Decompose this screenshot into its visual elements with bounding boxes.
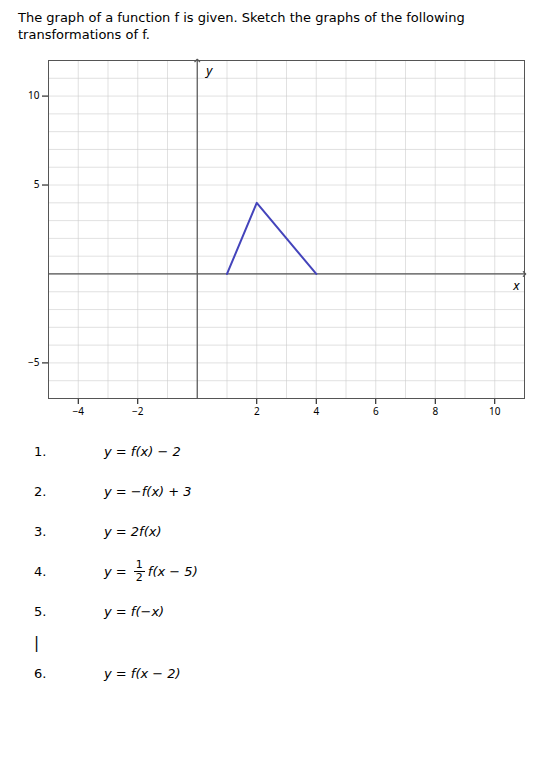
html-text:3.: 3. (34, 524, 47, 540)
html-text:5.: 5. (34, 604, 47, 620)
html-text:y = 2f(x): y = 2f(x) (104, 524, 162, 540)
html-text:4.: 4. (34, 564, 47, 580)
svg-text:y: y (204, 60, 213, 78)
html-text:2.: 2. (34, 484, 47, 500)
html-text:The graph of a function f is g: The graph of a function f is given. Sket… (18, 10, 465, 42)
html-text:y = f(x) − 2: y = f(x) − 2 (104, 444, 181, 460)
svg-text:8: 8 (432, 403, 438, 417)
html-text:y = f(x − 2): y = f(x − 2) (104, 666, 181, 682)
svg-text:5: 5 (34, 177, 40, 191)
svg-text:6: 6 (373, 403, 379, 417)
html-text:y = 1: y = 1 (104, 558, 143, 580)
html-text:y = f(−x): y = f(−x) (104, 604, 165, 620)
html-text:2 f(x − 5): 2 f(x − 5) (135, 564, 198, 585)
svg-text:2: 2 (254, 403, 260, 417)
html-text:6.: 6. (34, 666, 47, 682)
svg-text:−4: −4 (73, 403, 85, 417)
svg-text:−2: −2 (132, 403, 144, 417)
html-text:y = −f(x) + 3: y = −f(x) + 3 (104, 484, 192, 500)
svg-text:x: x (512, 276, 520, 294)
html-text:1.: 1. (34, 444, 47, 460)
svg-text:−5: −5 (28, 355, 40, 369)
svg-text:4: 4 (313, 403, 319, 417)
svg-text:10: 10 (28, 88, 40, 102)
svg-text:10: 10 (489, 403, 501, 417)
